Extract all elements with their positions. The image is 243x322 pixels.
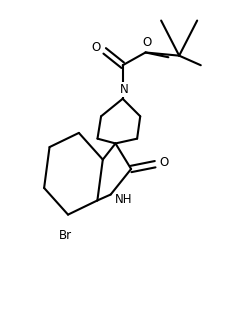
Text: Br: Br xyxy=(59,229,72,242)
Text: NH: NH xyxy=(115,193,133,206)
Text: N: N xyxy=(120,83,128,96)
Text: O: O xyxy=(92,41,101,53)
Text: O: O xyxy=(160,156,169,169)
Text: O: O xyxy=(142,36,151,49)
